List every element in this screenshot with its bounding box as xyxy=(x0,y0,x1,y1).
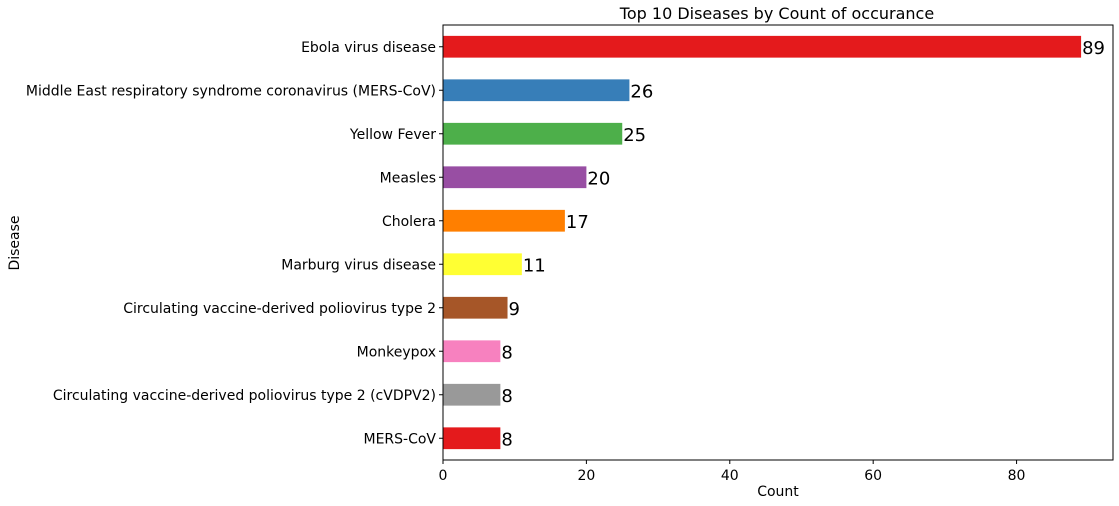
plot-frame xyxy=(442,24,1114,461)
data-label: 8 xyxy=(501,386,512,407)
data-label: 26 xyxy=(630,81,653,102)
bar xyxy=(443,427,501,450)
data-label: 17 xyxy=(566,212,589,233)
y-tick-label: Measles xyxy=(380,170,436,186)
data-label: 9 xyxy=(509,299,520,320)
y-tick-label: Circulating vaccine-derived poliovirus t… xyxy=(123,301,436,317)
y-tick-label: Ebola virus disease xyxy=(301,40,436,56)
bar xyxy=(443,383,501,406)
y-tick-label: Cholera xyxy=(382,214,436,230)
data-label: 11 xyxy=(523,255,546,276)
bar xyxy=(443,253,522,276)
y-axis-label: Disease xyxy=(7,215,23,270)
x-tick-label: 80 xyxy=(1008,468,1026,484)
bar xyxy=(443,296,508,319)
x-tick-label: 60 xyxy=(864,468,882,484)
y-tick-label: Monkeypox xyxy=(357,344,436,360)
bar xyxy=(443,166,587,189)
bar xyxy=(443,340,501,363)
data-label: 89 xyxy=(1082,38,1105,59)
bar xyxy=(443,209,565,232)
data-label: 20 xyxy=(587,168,610,189)
chart-title: Top 10 Diseases by Count of occurance xyxy=(619,4,934,23)
x-axis-label: Count xyxy=(757,484,799,500)
x-tick-label: 40 xyxy=(721,468,739,484)
x-tick-label: 20 xyxy=(577,468,595,484)
bar xyxy=(443,79,630,102)
bar xyxy=(443,35,1082,58)
y-tick-label: Circulating vaccine-derived poliovirus t… xyxy=(53,388,436,404)
y-tick-label: Yellow Fever xyxy=(349,127,436,143)
y-tick-label: MERS-CoV xyxy=(363,431,436,447)
ticks-group: MERS-CoV Circulating vaccine-derived poli… xyxy=(26,40,1026,484)
data-label: 8 xyxy=(501,342,512,363)
y-tick-label: Marburg virus disease xyxy=(281,257,436,273)
bar xyxy=(443,122,623,145)
data-label: 8 xyxy=(501,429,512,450)
x-tick-label: 0 xyxy=(439,468,448,484)
data-label: 25 xyxy=(623,125,646,146)
y-tick-label: Middle East respiratory syndrome coronav… xyxy=(26,83,436,99)
